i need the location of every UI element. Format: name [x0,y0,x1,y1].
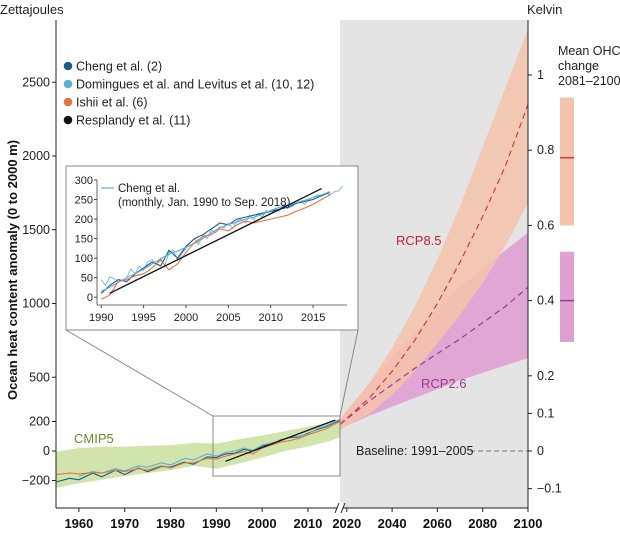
x-tick-label: 2060 [423,516,452,531]
y-tick-label: 1000 [22,297,50,311]
inset-y-tick-label: 250 [75,195,93,207]
x-tick-label: 2080 [468,516,497,531]
y-tick-label: 2500 [22,75,50,89]
inset-callout-line [65,329,214,417]
k-tick-label: 0.6 [537,218,554,232]
right-axis-unit-title: Kelvin [527,2,562,17]
rcp85-band [340,29,528,430]
axis-break-mark [334,502,340,514]
inset-x-tick-label: 1990 [89,312,113,324]
x-tick-label: 1980 [156,516,185,531]
left-axis-unit-title: Zettajoules [0,2,64,17]
legend: Cheng et al. (2) Domingues et al. and Lev… [63,60,314,128]
legend-label: Cheng et al. (2) [76,60,162,74]
baseline-label: Baseline: 1991–2005 [356,444,474,458]
k-tick-label: 0.8 [537,143,554,157]
x-tick-label: 2100 [514,516,543,531]
legend-marker [63,97,73,107]
x-tick-label: 2040 [378,516,407,531]
axis-break-gap [337,502,343,514]
legend-label: Domingues et al. and Levitus et al. (10,… [76,78,314,92]
axis-break-mark [340,502,346,514]
y-tick-label: 0 [43,444,50,458]
inset-series-line [100,191,331,292]
inset-x-tick-label: 2000 [174,312,198,324]
side-panel-title: 2081–2100 [558,74,620,88]
k-tick-label: 0.1 [537,406,554,420]
inset-series-line [100,194,331,300]
y-tick-label: −200 [22,474,50,488]
legend-marker [63,79,73,89]
k-tick-label: 0.2 [537,369,554,383]
inset-y-tick-label: 200 [75,214,93,226]
inset-x-tick-label: 2015 [301,312,325,324]
inset-callout-box [212,415,341,477]
y-tick-label: 200 [29,415,50,429]
rcp85-mean-line [339,104,529,425]
k-tick-label: −0.1 [537,482,562,496]
rcp85-label: RCP8.5 [396,233,442,248]
inset-x-tick-label: 2010 [258,312,282,324]
cmip5-label: CMIP5 [74,431,114,446]
side-panel-title: Mean OHC [558,44,620,58]
rcp26-label: RCP2.6 [421,376,467,391]
series-line [55,421,341,476]
side-panel-title: change [558,59,599,73]
series-line [78,418,341,477]
x-tick-label: 2020 [332,516,361,531]
observation-series [55,418,341,483]
x-tick-label: 2000 [248,516,277,531]
legend-label: Ishii et al. (6) [76,96,148,110]
x-tick-label: 1990 [202,516,231,531]
x-tick-label: 2010 [293,516,322,531]
inset-frame [65,165,359,331]
inset-legend-label: Cheng et al. [118,183,180,195]
inset-y-tick-label: 100 [75,253,93,265]
inset-x-tick-label: 2005 [216,312,240,324]
inset-y-tick-label: 50 [81,273,93,285]
rcp26-mean-line [339,286,529,425]
inset-chart: 0 50 100 150 200 250 300 1990 1995 2000 2005 2010 20… [65,165,359,331]
inset-y-tick-label: 150 [75,234,93,246]
y-tick-label: 1500 [22,223,50,237]
legend-marker [63,115,73,125]
rcp85-range-bar [560,97,574,226]
x-tick-label: 1970 [110,516,139,531]
k-tick-label: 0 [537,444,544,458]
x-tick-label: 1960 [64,516,93,531]
main-axes: 1960 1970 1980 1990 2000 2010 2020 2040 2060 2080… [22,20,562,531]
series-line [225,419,336,462]
k-tick-label: 0.4 [537,294,554,308]
legend-marker [63,61,73,71]
inset-series-line [109,188,322,294]
y-tick-label: 500 [29,370,50,384]
y-axis-label: Ocean heat content anomaly (0 to 2000 m) [5,140,20,400]
inset-legend-label: (monthly, Jan. 1990 to Sep. 2018) [118,197,291,209]
inset-x-tick-label: 1995 [131,312,155,324]
inset-callout-line [339,329,359,417]
y-tick-label: 2000 [22,149,50,163]
cmip5-band [56,419,340,488]
legend-label: Resplandy et al. (11) [76,114,190,128]
inset-y-tick-label: 0 [87,292,93,304]
inset-y-tick-label: 300 [75,175,93,187]
rcp26-range-bar [560,251,574,342]
k-tick-label: 1 [537,68,544,82]
